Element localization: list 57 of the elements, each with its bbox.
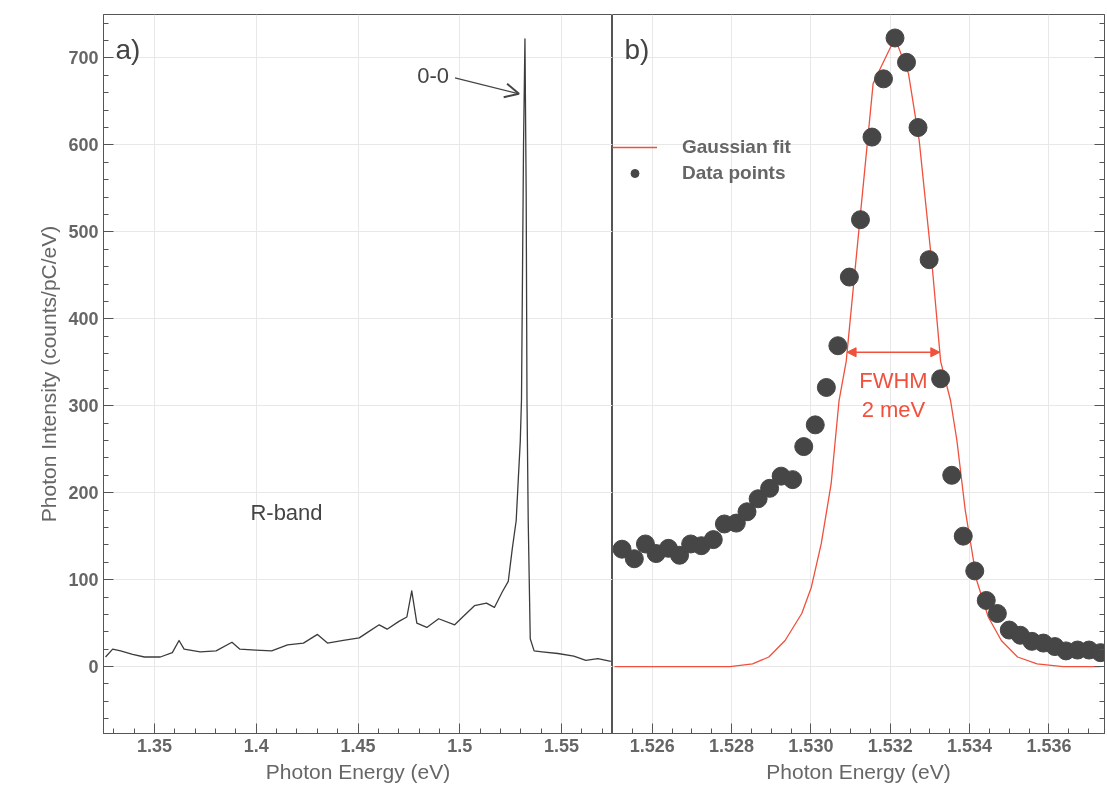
y-tick-label: 200 xyxy=(68,483,99,504)
point xyxy=(624,549,644,569)
x-tick-label: 1.530 xyxy=(788,735,834,756)
annotation: R-band xyxy=(250,499,323,525)
x-tick-label: 1.528 xyxy=(709,735,755,756)
y-tick-label: 100 xyxy=(68,570,99,591)
point xyxy=(783,470,803,490)
point xyxy=(703,530,723,550)
y-tick-label: 400 xyxy=(68,309,99,330)
y-tick-label: 500 xyxy=(68,222,99,243)
point xyxy=(874,69,893,89)
x-tick-label: 1.45 xyxy=(340,735,376,756)
y-axis-title: Photon Intensity (counts/pC/eV) xyxy=(37,225,61,523)
point xyxy=(908,118,928,138)
x-tick-label: 1.536 xyxy=(1026,735,1072,756)
point xyxy=(760,478,780,498)
point xyxy=(850,210,870,230)
point xyxy=(816,377,836,397)
point xyxy=(726,513,746,533)
x-axis-title: Photon Energy (eV) xyxy=(265,759,451,783)
y-tick-label: 700 xyxy=(68,48,99,69)
point xyxy=(805,415,825,435)
point xyxy=(931,369,951,389)
x-tick-label: 1.5 xyxy=(447,735,473,756)
annotation: 0-0 xyxy=(417,63,449,89)
y-tick-label: 0 xyxy=(88,657,99,678)
point xyxy=(942,465,962,485)
point xyxy=(919,250,939,270)
point xyxy=(794,437,814,457)
point xyxy=(976,591,996,610)
point xyxy=(670,545,690,565)
annotation: FWHM 2 meV xyxy=(859,368,928,423)
legend-label: Gaussian fit xyxy=(682,136,791,158)
point xyxy=(862,127,882,147)
y-tick-label: 300 xyxy=(68,396,99,417)
x-axis-title: Photon Energy (eV) xyxy=(766,759,951,783)
legend-label: Data points xyxy=(682,162,786,184)
line-series xyxy=(104,38,612,662)
point xyxy=(748,489,768,509)
y-tick-label: 600 xyxy=(68,135,99,156)
point xyxy=(965,561,985,581)
annotation: a) xyxy=(115,33,141,65)
point xyxy=(897,52,917,72)
point xyxy=(839,267,859,287)
x-tick-label: 1.4 xyxy=(243,735,269,756)
point xyxy=(737,502,757,522)
point xyxy=(828,336,848,356)
x-tick-label: 1.35 xyxy=(136,735,172,756)
annotation: b) xyxy=(624,33,650,65)
x-tick-label: 1.526 xyxy=(629,735,675,756)
x-tick-label: 1.532 xyxy=(867,735,913,756)
x-tick-label: 1.534 xyxy=(947,735,993,756)
point xyxy=(953,526,973,546)
point xyxy=(987,604,1007,623)
x-tick-label: 1.55 xyxy=(544,735,580,756)
point xyxy=(612,539,632,559)
point xyxy=(885,28,905,48)
